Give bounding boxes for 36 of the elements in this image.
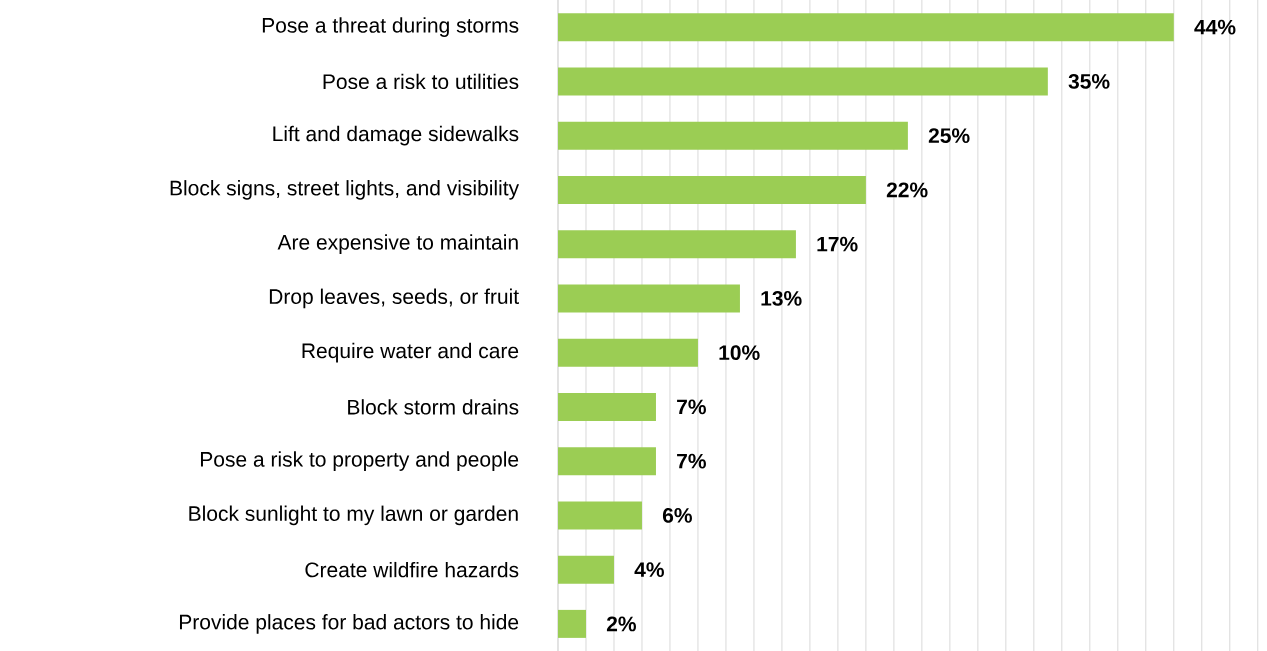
bar: [558, 230, 796, 259]
data-label: 13%: [761, 290, 802, 306]
y-tick-label: Block storm drains: [348, 399, 519, 415]
y-tick-label: Pose a risk to property and people: [200, 451, 519, 471]
y-tick-label: Are expensive to maintain: [277, 234, 518, 254]
bar: [558, 392, 656, 421]
y-tick-label: Pose a risk to utilities: [323, 73, 519, 90]
data-label: 6%: [662, 507, 692, 523]
y-tick-label: Block signs, street lights, and visibility: [170, 180, 520, 200]
bar: [558, 501, 642, 530]
data-label: 44%: [1194, 19, 1236, 35]
bar: [558, 555, 614, 584]
data-label: 35%: [1068, 73, 1110, 89]
data-label: 25%: [928, 128, 970, 144]
y-tick-label: Drop leaves, seeds, or fruit: [269, 288, 519, 309]
data-label: 4%: [634, 562, 664, 578]
y-tick-label: Lift and damage sidewalks: [273, 125, 519, 146]
y-tick-label: Create wildfire hazards: [305, 561, 519, 578]
y-tick-label: Block sunlight to my lawn or garden: [189, 505, 518, 526]
data-label: 10%: [719, 345, 760, 361]
bar: [558, 447, 656, 476]
data-label: 17%: [817, 236, 858, 252]
bar: [558, 338, 698, 367]
bar: [558, 121, 908, 150]
y-tick-label: Pose a threat during storms: [262, 17, 519, 37]
bar: [558, 13, 1174, 42]
bar: [558, 609, 586, 638]
y-tick-label: Provide places for bad actors to hide: [179, 614, 519, 634]
bar: [558, 175, 866, 204]
data-label: 7%: [677, 399, 706, 415]
data-label: 7%: [677, 453, 706, 469]
data-label: 2%: [606, 616, 636, 632]
bar: [558, 284, 740, 313]
data-label: 22%: [886, 182, 928, 198]
bar: [558, 67, 1048, 96]
y-tick-label: Require water and care: [302, 342, 519, 363]
